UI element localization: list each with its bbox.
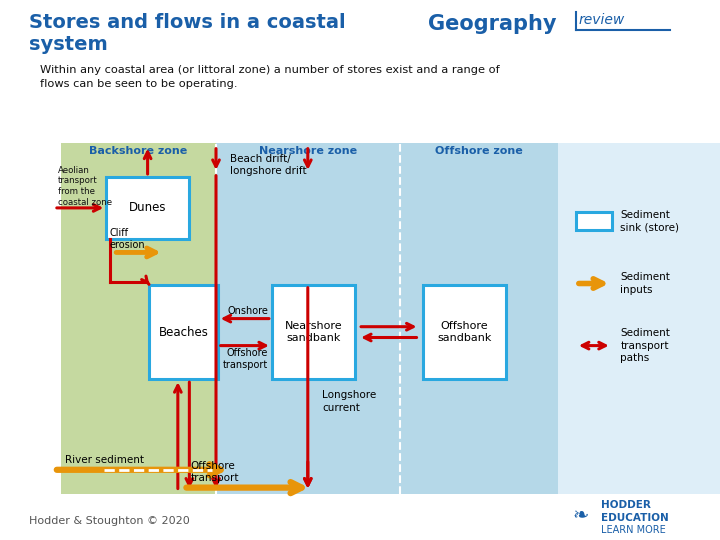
Text: Offshore
transport: Offshore transport	[191, 461, 239, 483]
Text: Cliff
erosion: Cliff erosion	[109, 228, 145, 249]
Text: Offshore
sandbank: Offshore sandbank	[437, 321, 492, 343]
Text: Beaches: Beaches	[158, 326, 209, 339]
Text: system: system	[29, 35, 107, 54]
Text: Onshore: Onshore	[228, 306, 268, 316]
Text: Sediment
transport
paths: Sediment transport paths	[621, 328, 670, 363]
Text: HODDER
EDUCATION: HODDER EDUCATION	[601, 500, 669, 523]
Bar	[216, 143, 558, 494]
Text: LEARN MORE: LEARN MORE	[601, 525, 666, 535]
Text: Sediment
inputs: Sediment inputs	[621, 272, 670, 295]
Text: Nearshore zone: Nearshore zone	[258, 146, 357, 156]
Bar	[423, 285, 505, 379]
Text: River sediment: River sediment	[65, 455, 144, 465]
Bar	[107, 177, 189, 239]
Bar	[150, 285, 217, 379]
Bar	[272, 285, 355, 379]
Text: Hodder & Stoughton © 2020: Hodder & Stoughton © 2020	[29, 516, 189, 526]
Text: Offshore
transport: Offshore transport	[223, 348, 268, 370]
Bar	[61, 143, 216, 494]
Text: Aeolian
transport
from the
coastal zone: Aeolian transport from the coastal zone	[58, 166, 112, 207]
Bar	[558, 143, 720, 494]
Text: Stores and flows in a coastal: Stores and flows in a coastal	[29, 14, 346, 32]
Text: Dunes: Dunes	[129, 201, 166, 214]
Text: Nearshore
sandbank: Nearshore sandbank	[284, 321, 342, 343]
Text: Sediment
sink (store): Sediment sink (store)	[621, 210, 679, 233]
Text: Backshore zone: Backshore zone	[89, 146, 188, 156]
Text: Offshore zone: Offshore zone	[435, 146, 523, 156]
Text: Beach drift/
longshore drift: Beach drift/ longshore drift	[230, 154, 307, 176]
Text: review: review	[578, 14, 624, 28]
Text: Within any coastal area (or littoral zone) a number of stores exist and a range : Within any coastal area (or littoral zon…	[40, 65, 500, 89]
Bar	[576, 212, 612, 230]
Text: ❧: ❧	[572, 506, 589, 525]
Text: Geography: Geography	[428, 14, 557, 33]
Text: Longshore
current: Longshore current	[323, 390, 377, 413]
